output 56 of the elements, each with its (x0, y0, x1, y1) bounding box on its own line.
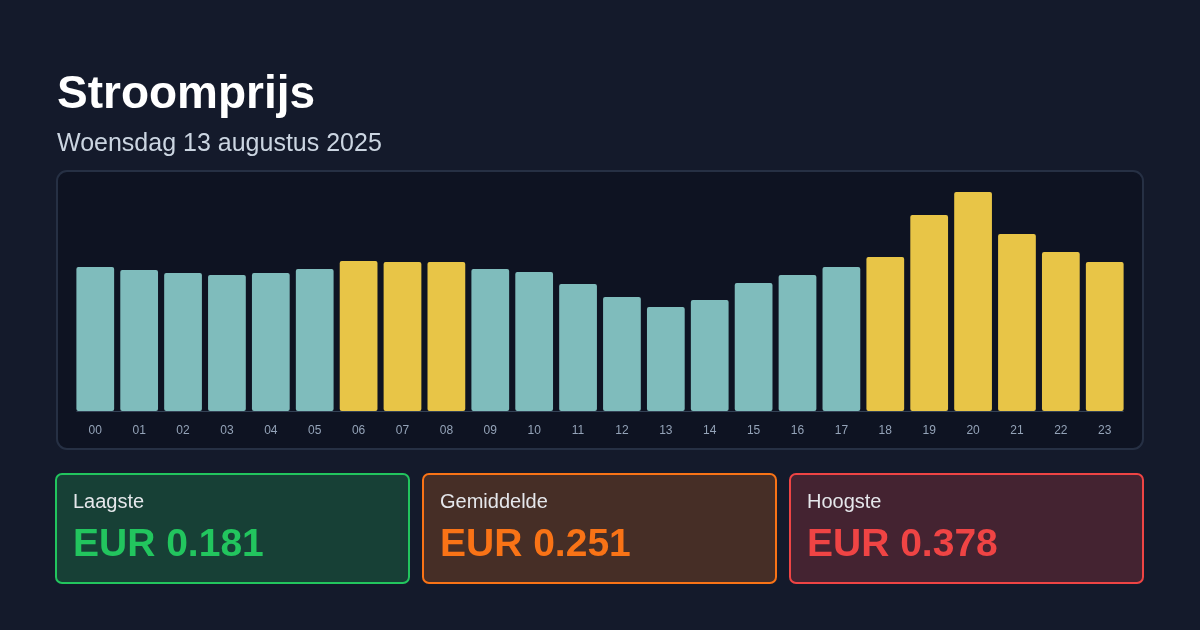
x-tick-label: 19 (922, 423, 937, 437)
x-tick-label: 06 (351, 423, 366, 437)
bar (866, 257, 905, 411)
x-tick-label: 21 (1010, 423, 1024, 437)
text: Hoogste (807, 490, 882, 512)
x-tick-label: 17 (834, 423, 849, 437)
x-tick-label: 04 (264, 423, 278, 437)
bar (646, 306, 685, 411)
bar (1041, 252, 1080, 411)
x-tick-label: 07 (395, 423, 410, 437)
x-tick-label: 02 (176, 423, 191, 437)
bar (76, 266, 115, 411)
bar (778, 275, 817, 411)
x-tick-label: 20 (966, 423, 981, 437)
x-tick-label: 10 (527, 423, 542, 437)
x-tick-label: 01 (132, 423, 147, 437)
x-tick-label: 14 (703, 423, 717, 437)
text: EUR 0.251 (440, 521, 631, 564)
bar (910, 215, 949, 411)
bar (427, 262, 466, 411)
bar (822, 266, 861, 411)
bar (1085, 262, 1124, 411)
bar (603, 296, 641, 411)
text: Gemiddelde (440, 490, 548, 512)
x-tick-label: 05 (308, 423, 322, 437)
text: EUR 0.378 (807, 521, 998, 564)
x-tick-label: 16 (790, 423, 805, 437)
x-tick-label: 03 (220, 423, 234, 437)
bar (251, 273, 290, 411)
bar (559, 283, 597, 411)
bar (471, 269, 510, 411)
text: EUR 0.181 (73, 521, 264, 564)
x-tick-label: 09 (483, 423, 498, 437)
x-tick-label: 22 (1054, 423, 1068, 437)
chart-title: Stroomprijs (57, 66, 316, 118)
bar (339, 260, 378, 411)
bar (383, 262, 422, 411)
bar (515, 271, 554, 411)
x-tick-label: 15 (746, 423, 761, 437)
x-tick-label: 11 (571, 423, 585, 437)
x-tick-label: 23 (1098, 423, 1112, 437)
x-tick-label: 12 (615, 423, 629, 437)
bar (734, 283, 773, 411)
x-tick-label: 18 (878, 423, 893, 437)
text: Laagste (73, 490, 145, 512)
chart-subtitle: Woensdag 13 augustus 2025 (57, 128, 382, 156)
bar (690, 299, 729, 411)
x-tick-label: 00 (88, 423, 103, 437)
bar (295, 269, 334, 411)
bar (164, 273, 202, 411)
bar (954, 192, 992, 411)
bar (208, 275, 246, 411)
bar (120, 269, 159, 411)
x-tick-label: 08 (439, 423, 454, 437)
x-tick-label: 13 (659, 423, 673, 437)
bar (998, 234, 1036, 411)
